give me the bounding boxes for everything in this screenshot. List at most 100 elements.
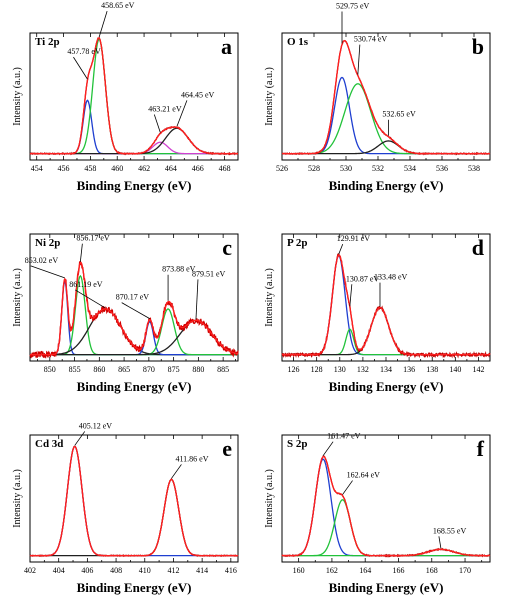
x-tick-label: 865 bbox=[118, 365, 130, 374]
plot-frame bbox=[281, 32, 491, 161]
component-peak-curve bbox=[282, 83, 490, 155]
x-tick-label: 875 bbox=[168, 365, 180, 374]
peak-label-arrow bbox=[73, 56, 88, 80]
x-tick-label: 880 bbox=[192, 365, 204, 374]
y-axis-label: Intensity (a.u.) bbox=[12, 268, 23, 327]
panel-title: Ti 2p bbox=[35, 36, 60, 48]
peak-label: 463.21 eV bbox=[148, 104, 182, 113]
component-peak-curve bbox=[30, 478, 238, 557]
y-axis-label: Intensity (a.u.) bbox=[12, 469, 23, 528]
x-tick-label: 538 bbox=[468, 164, 480, 173]
x-tick-label: 534 bbox=[404, 164, 416, 173]
peak-label: 458.65 eV bbox=[101, 1, 135, 10]
x-tick-label: 414 bbox=[196, 566, 208, 575]
x-tick-label: 870 bbox=[143, 365, 155, 374]
peak-label: 130.87 eV bbox=[346, 274, 380, 283]
x-tick-label: 412 bbox=[167, 566, 179, 575]
peak-label: 873.88 eV bbox=[162, 265, 196, 274]
panel-letter: b bbox=[472, 34, 484, 59]
panel-title: Ni 2p bbox=[35, 237, 60, 249]
peak-label: 856.17 eV bbox=[76, 234, 110, 243]
x-tick-label: 855 bbox=[69, 365, 81, 374]
x-tick-label: 885 bbox=[217, 365, 229, 374]
x-tick-label: 130 bbox=[334, 365, 346, 374]
x-tick-label: 168 bbox=[426, 566, 438, 575]
x-tick-label: 166 bbox=[392, 566, 404, 575]
envelope-curve bbox=[30, 445, 238, 557]
peak-label: 129.91 eV bbox=[337, 234, 371, 243]
x-tick-label: 466 bbox=[192, 164, 204, 173]
x-axis-label: Binding Energy (eV) bbox=[329, 379, 444, 394]
component-peak-curve bbox=[30, 141, 238, 155]
x-axis-label: Binding Energy (eV) bbox=[329, 178, 444, 193]
x-tick-label: 460 bbox=[111, 164, 123, 173]
peak-label-arrow bbox=[438, 536, 442, 549]
y-axis-label: Intensity (a.u.) bbox=[264, 469, 275, 528]
component-peak-curve bbox=[30, 127, 238, 155]
x-tick-label: 128 bbox=[311, 365, 323, 374]
x-tick-label: 860 bbox=[93, 365, 105, 374]
x-axis-label: Binding Energy (eV) bbox=[329, 580, 444, 595]
x-tick-label: 126 bbox=[288, 365, 300, 374]
y-axis-label: Intensity (a.u.) bbox=[264, 67, 275, 126]
x-tick-label: 468 bbox=[219, 164, 231, 173]
raw-spectrum-curve bbox=[281, 455, 491, 558]
panel-title: P 2p bbox=[287, 237, 307, 249]
envelope-curve bbox=[282, 455, 490, 557]
x-tick-label: 458 bbox=[84, 164, 96, 173]
x-axis-label: Binding Energy (eV) bbox=[77, 379, 192, 394]
panel-letter: f bbox=[477, 436, 485, 461]
panel-letter: d bbox=[472, 235, 484, 260]
x-tick-label: 526 bbox=[276, 164, 288, 173]
panel-d: 126 128 130 132 134 136 138 140 142 129.91 eV 130.… bbox=[264, 233, 491, 394]
component-peak-curve bbox=[282, 307, 490, 356]
x-tick-label: 406 bbox=[81, 566, 93, 575]
panel-f: 160 162 164 166 168 170 161.47 eV 162.64 eV 168.… bbox=[264, 432, 491, 595]
peak-label: 464.45 eV bbox=[181, 90, 215, 99]
x-tick-label: 528 bbox=[308, 164, 320, 173]
panel-title: O 1s bbox=[287, 36, 309, 48]
peak-label-arrow bbox=[75, 289, 106, 309]
peak-label-arrow bbox=[30, 265, 65, 279]
x-tick-label: 132 bbox=[357, 365, 369, 374]
peak-label: 853.02 eV bbox=[25, 256, 59, 265]
x-tick-label: 416 bbox=[225, 566, 237, 575]
x-tick-label: 164 bbox=[359, 566, 371, 575]
peak-label: 870.17 eV bbox=[116, 293, 150, 302]
peak-label-arrow bbox=[171, 464, 182, 479]
peak-label-arrow bbox=[195, 279, 199, 320]
plot-frame bbox=[281, 233, 491, 362]
x-tick-label: 850 bbox=[44, 365, 56, 374]
x-tick-label: 404 bbox=[53, 566, 65, 575]
x-axis-label: Binding Energy (eV) bbox=[77, 580, 192, 595]
peak-label-arrow bbox=[121, 302, 150, 319]
x-tick-label: 138 bbox=[426, 365, 438, 374]
x-axis-label: Binding Energy (eV) bbox=[77, 178, 192, 193]
x-tick-label: 160 bbox=[293, 566, 305, 575]
x-tick-label: 136 bbox=[403, 365, 415, 374]
x-tick-label: 142 bbox=[472, 365, 484, 374]
peak-label: 529.75 eV bbox=[336, 2, 370, 11]
plot-frame bbox=[281, 434, 491, 563]
x-tick-label: 134 bbox=[380, 365, 392, 374]
envelope-curve bbox=[282, 39, 490, 155]
x-tick-label: 456 bbox=[58, 164, 70, 173]
peak-label: 405.12 eV bbox=[79, 421, 113, 430]
peak-label: 168.55 eV bbox=[433, 526, 467, 535]
peak-label: 530.74 eV bbox=[354, 35, 388, 44]
panel-e: 402 404 406 408 410 412 414 416 405.12 eV 411.86 … bbox=[12, 421, 239, 595]
peak-label: 879.51 eV bbox=[192, 269, 226, 278]
y-axis-label: Intensity (a.u.) bbox=[264, 268, 275, 327]
envelope-curve bbox=[30, 261, 239, 356]
envelope-curve bbox=[30, 37, 238, 155]
peak-label: 411.86 eV bbox=[175, 454, 208, 463]
panel-letter: e bbox=[222, 436, 232, 461]
component-peak-curve bbox=[282, 328, 490, 356]
panel-a: 454 456 458 460 462 464 466 468 457.78 eV 458.65 … bbox=[12, 1, 239, 193]
peak-label-arrow bbox=[98, 10, 108, 38]
peak-label: 133.48 eV bbox=[374, 273, 408, 282]
peak-label-arrow bbox=[349, 284, 353, 307]
x-tick-label: 170 bbox=[459, 566, 471, 575]
plot-frame bbox=[29, 233, 239, 362]
x-tick-label: 530 bbox=[340, 164, 352, 173]
